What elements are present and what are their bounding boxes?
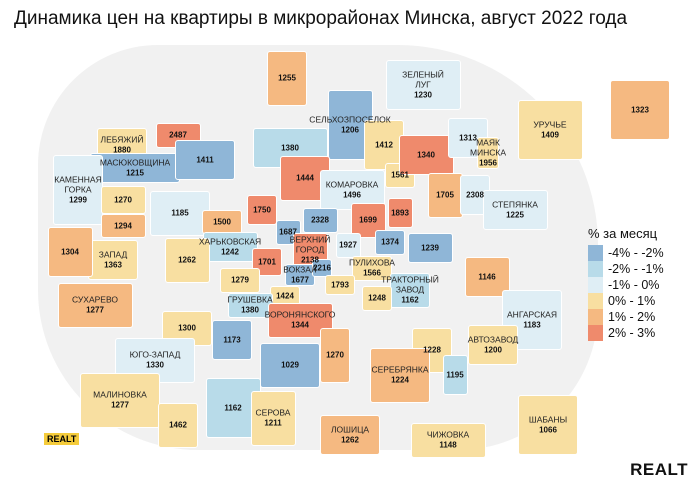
- legend-title: % за месяц: [588, 226, 658, 241]
- district-area: [220, 267, 260, 293]
- district-area: [320, 415, 380, 455]
- district-area: [260, 342, 320, 388]
- district-area: [285, 264, 315, 286]
- legend-label: -4% - -2%: [608, 246, 664, 260]
- district-area: [227, 292, 273, 318]
- district-area: [250, 390, 296, 446]
- district-area: [364, 120, 404, 170]
- map-title: Динамика цен на квартиры в микрорайонах …: [14, 8, 628, 29]
- legend-label: -1% - 0%: [608, 278, 660, 292]
- district-area: [320, 327, 350, 383]
- legend-label: -2% - -1%: [608, 262, 664, 276]
- district-area: [47, 227, 93, 277]
- legend-label: 0% - 1%: [608, 294, 656, 308]
- district-area: [175, 140, 235, 180]
- district-area: [352, 255, 392, 281]
- legend-swatch: [588, 293, 603, 309]
- district-area: [267, 50, 307, 106]
- district-area: [53, 155, 103, 225]
- district-area: [80, 372, 160, 428]
- legend: % за месяц -4% - -2% -2% - -1% -1% - 0% 0% …: [588, 226, 664, 341]
- district-area: [482, 190, 548, 230]
- district-area: [150, 190, 210, 236]
- legend-item: 0% - 1%: [588, 293, 664, 309]
- district-area: [610, 80, 670, 140]
- district-area: [477, 137, 499, 169]
- legend-item: -1% - 0%: [588, 277, 664, 293]
- district-area: [158, 402, 198, 448]
- district-area: [212, 320, 252, 360]
- district-area: [247, 195, 277, 225]
- district-area: [427, 172, 463, 218]
- district-area: [468, 325, 518, 365]
- district-area: [100, 214, 146, 238]
- district-area: [390, 272, 430, 308]
- district-area: [335, 232, 361, 258]
- district-area: [88, 240, 138, 280]
- district-area: [202, 232, 258, 262]
- realt-logo: REALT: [630, 460, 688, 479]
- legend-swatch: [588, 261, 603, 277]
- legend-label: 1% - 2%: [608, 310, 656, 324]
- district-area: [398, 135, 454, 175]
- district-area: [90, 153, 180, 183]
- legend-label: 2% - 3%: [608, 326, 656, 340]
- district-area: [325, 275, 355, 295]
- legend-swatch: [588, 325, 603, 341]
- district-area: [370, 347, 430, 403]
- district-area: [164, 237, 210, 283]
- legend-item: -4% - -2%: [588, 245, 664, 261]
- realt-logo-small: REALT: [44, 433, 80, 445]
- district-area: [407, 233, 453, 263]
- district-area: [518, 395, 578, 455]
- district-area: [517, 100, 583, 160]
- district-area: [100, 186, 146, 214]
- district-area: [387, 198, 413, 228]
- legend-item: -2% - -1%: [588, 261, 664, 277]
- district-area: [410, 422, 486, 458]
- district-area: [57, 282, 133, 328]
- district-area: [302, 207, 338, 233]
- district-area: [362, 285, 392, 311]
- district-area: [385, 60, 461, 110]
- legend-swatch: [588, 309, 603, 325]
- legend-item: 1% - 2%: [588, 309, 664, 325]
- district-area: [375, 229, 405, 255]
- legend-item: 2% - 3%: [588, 325, 664, 341]
- legend-swatch: [588, 277, 603, 293]
- district-area: [202, 210, 242, 234]
- district-area: [312, 259, 332, 277]
- legend-swatch: [588, 245, 603, 261]
- district-area: [442, 355, 468, 395]
